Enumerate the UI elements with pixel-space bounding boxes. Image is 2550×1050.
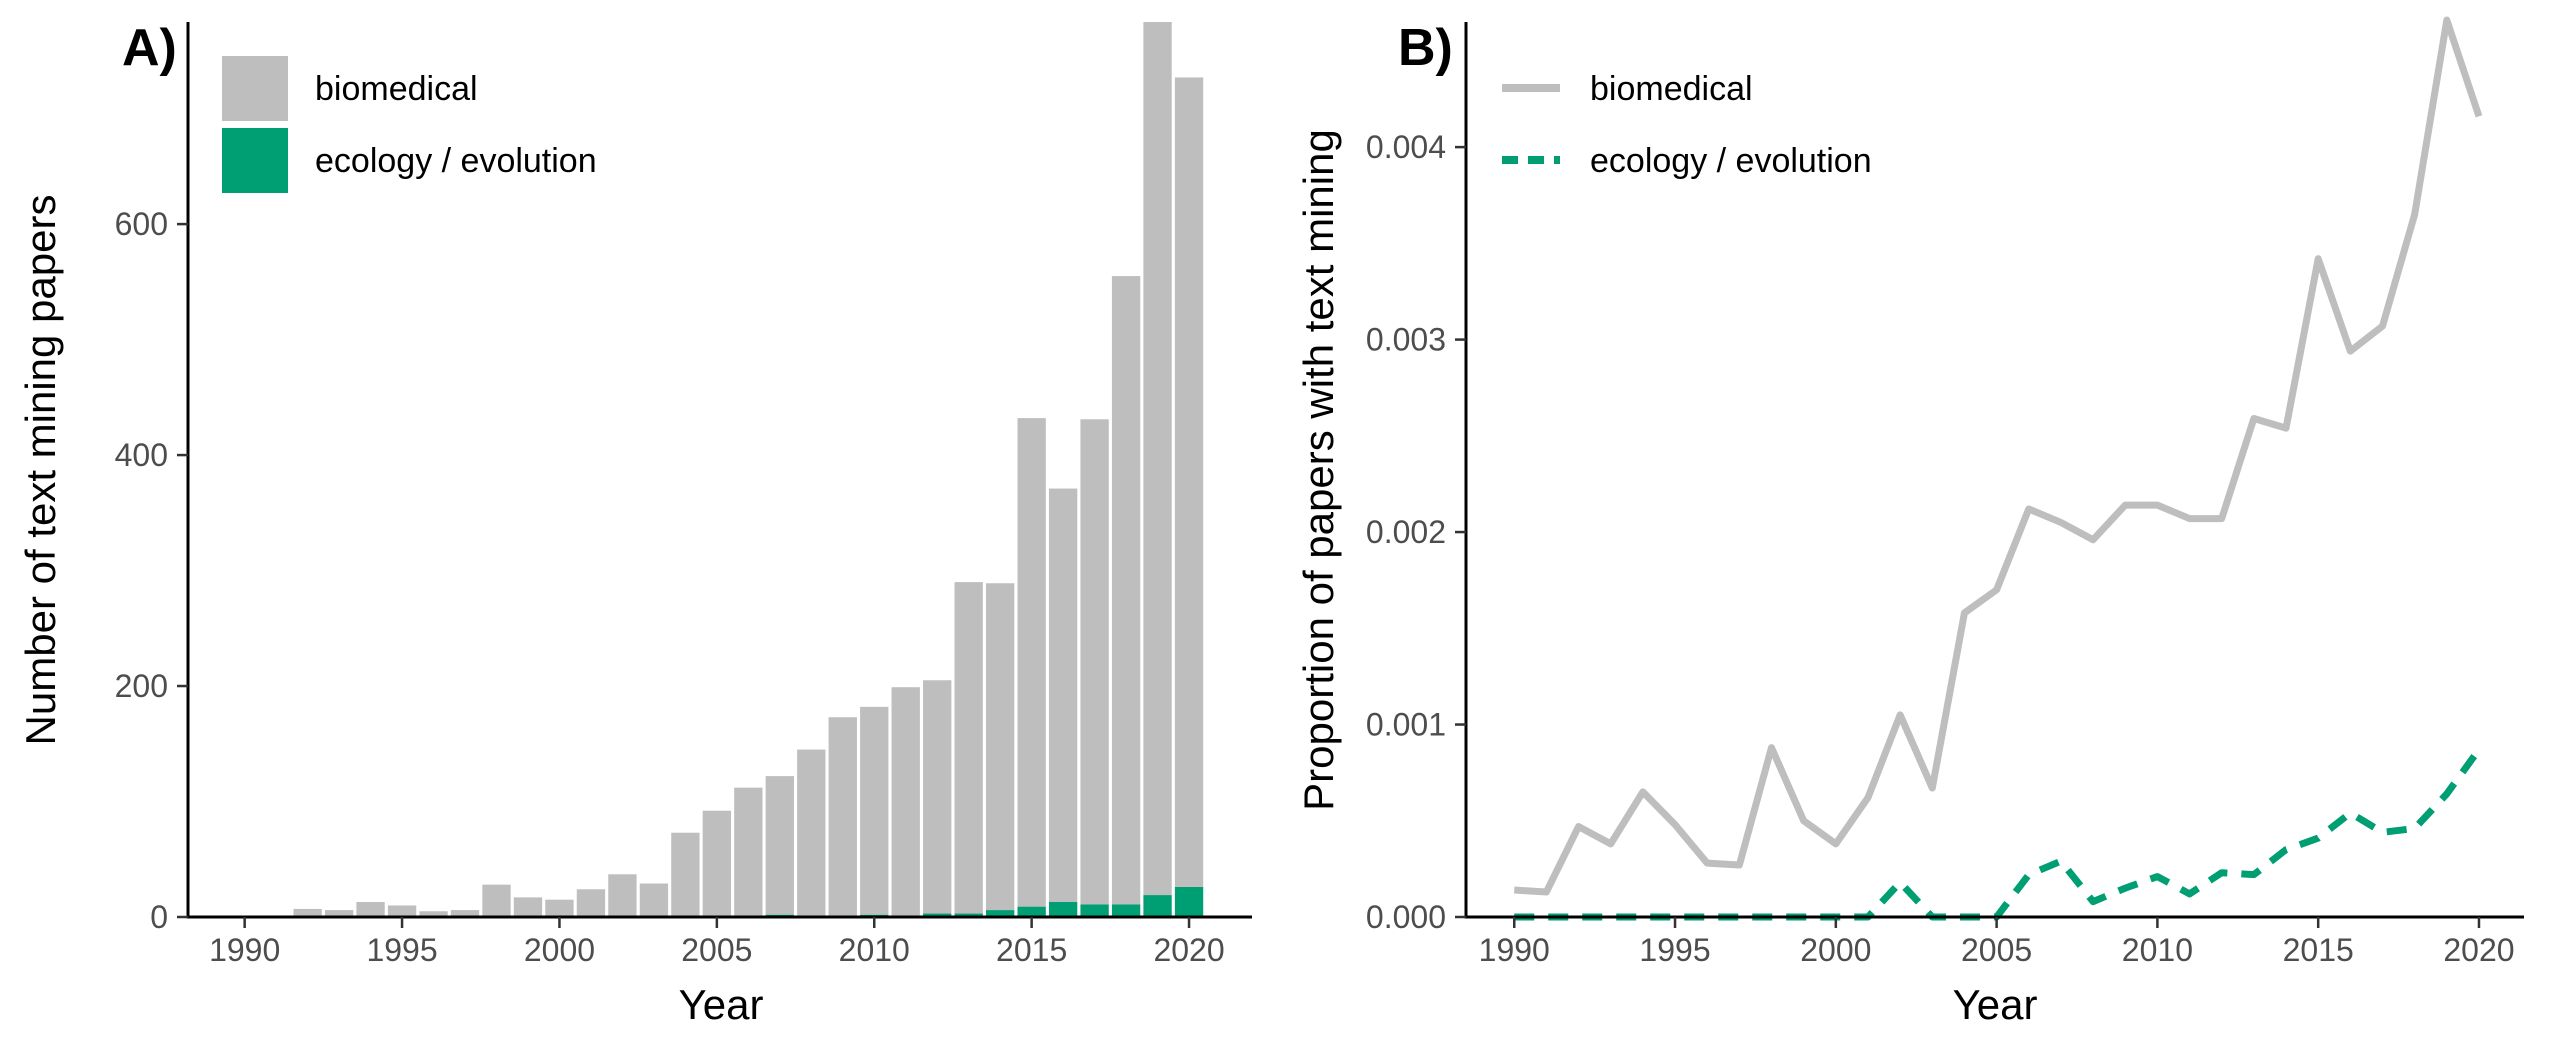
legend-label-biomedical: biomedical [315,70,478,108]
panel-b-y-tick-label: 0.004 [1366,129,1446,165]
bar-biomedical-2015 [1017,418,1046,907]
panel-a-x-axis-title: Year [679,981,764,1028]
bar-biomedical-2020 [1174,77,1204,887]
line-ecology [1514,747,2482,921]
panel-b-y-tick-label: 0.001 [1366,707,1446,743]
bar-ecology-2018 [1111,904,1141,917]
panel-b-x-tick-label: 1990 [1479,932,1550,968]
panel-a-y-tick-label: 200 [115,668,168,704]
bar-biomedical-1995 [387,905,417,917]
panel-b-x-axis-title: Year [1953,981,2038,1028]
bar-biomedical-1999 [513,897,543,917]
bar-biomedical-1996 [419,911,448,917]
bar-biomedical-1997 [450,910,480,917]
panel-a-x-tick-label: 2020 [1153,932,1224,968]
panel-a-x-tick-label: 1995 [366,932,437,968]
panel-a-y-axis-title: Number of text mining papers [17,195,64,746]
bar-biomedical-2002 [608,874,637,916]
bar-ecology-2016 [1048,901,1078,917]
bar-ecology-2015 [1017,906,1046,917]
legend-label-ecology: ecology / evolution [1590,142,1872,180]
panel-b-y-tick-label: 0.002 [1366,514,1446,550]
panel-b: B) 1990 1995 2000 2005 2010 2015 2020 0.000 0.00… [1295,16,2524,1028]
bar-ecology-2013 [954,913,983,917]
legend-label-biomedical: biomedical [1590,70,1753,108]
bar-biomedical-2012 [923,680,952,914]
bar-biomedical-2014 [986,583,1015,911]
panel-b-axes: 1990 1995 2000 2005 2010 2015 2020 0.000 0.001 0.… [1366,22,2524,968]
bar-biomedical-2007 [765,776,794,915]
panel-a-axes: 1990 1995 2000 2005 2010 2015 2020 0 200 400 600 [115,22,1252,968]
bar-biomedical-2011 [891,687,920,916]
bar-ecology-2019 [1143,895,1172,917]
panel-b-x-tick-label: 2020 [2443,932,2514,968]
bar-biomedical-1992 [293,908,322,917]
panel-b-x-tick-label: 1995 [1639,932,1710,968]
bar-biomedical-2019 [1143,22,1172,896]
panel-b-x-tick-label: 2000 [1800,932,1871,968]
line-biomedical [1514,16,2483,896]
bar-biomedical-1993 [324,910,354,917]
panel-a: A) 1990 1995 2000 2005 2010 2015 2020 0 200 400 60… [17,19,1252,1028]
panel-a-y-tick-label: 0 [150,899,168,935]
panel-b-y-tick-label: 0.000 [1366,899,1446,935]
bar-biomedical-2004 [671,832,700,917]
bar-ecology-2012 [923,913,952,917]
bar-biomedical-2005 [702,810,732,917]
bar-biomedical-2006 [734,787,763,916]
legend-swatch-biomedical [222,56,288,121]
panel-a-label: A) [122,19,177,77]
panel-a-y-tick-label: 400 [115,437,168,473]
bar-ecology-2017 [1080,904,1109,917]
bar-ecology-2014 [986,910,1015,917]
bar-biomedical-2003 [639,883,669,917]
legend-swatch-ecology [222,128,288,193]
bar-biomedical-2001 [576,889,606,917]
panel-b-y-axis-title: Proportion of papers with text mining [1295,129,1342,811]
bar-ecology-2020 [1174,886,1204,917]
panel-a-x-tick-label: 1990 [209,932,280,968]
panel-b-legend: biomedical ecology / evolution [1502,70,1872,180]
legend-label-ecology: ecology / evolution [315,142,597,180]
bar-biomedical-1998 [482,884,511,917]
panel-b-x-tick-label: 2005 [1961,932,2032,968]
panel-b-label: B) [1398,19,1453,77]
panel-a-x-tick-label: 2010 [839,932,910,968]
panel-a-x-tick-label: 2005 [681,932,752,968]
bar-biomedical-2017 [1080,419,1109,905]
panel-b-x-tick-label: 2010 [2122,932,2193,968]
bar-biomedical-1994 [356,901,385,917]
panel-b-y-tick-label: 0.003 [1366,322,1446,358]
panel-a-y-tick-label: 600 [115,206,168,242]
panel-a-legend: biomedical ecology / evolution [222,56,597,193]
panel-b-x-tick-label: 2015 [2283,932,2354,968]
bar-biomedical-2010 [860,706,889,915]
panel-a-bars [230,22,1204,917]
bar-biomedical-2009 [828,717,857,916]
panel-a-x-tick-label: 2015 [996,932,1067,968]
bar-biomedical-2013 [954,582,983,914]
panel-a-x-tick-label: 2000 [524,932,595,968]
bar-biomedical-2008 [797,749,826,916]
bar-biomedical-2000 [545,899,574,917]
bar-biomedical-2018 [1111,276,1141,905]
bar-biomedical-2016 [1048,488,1078,902]
